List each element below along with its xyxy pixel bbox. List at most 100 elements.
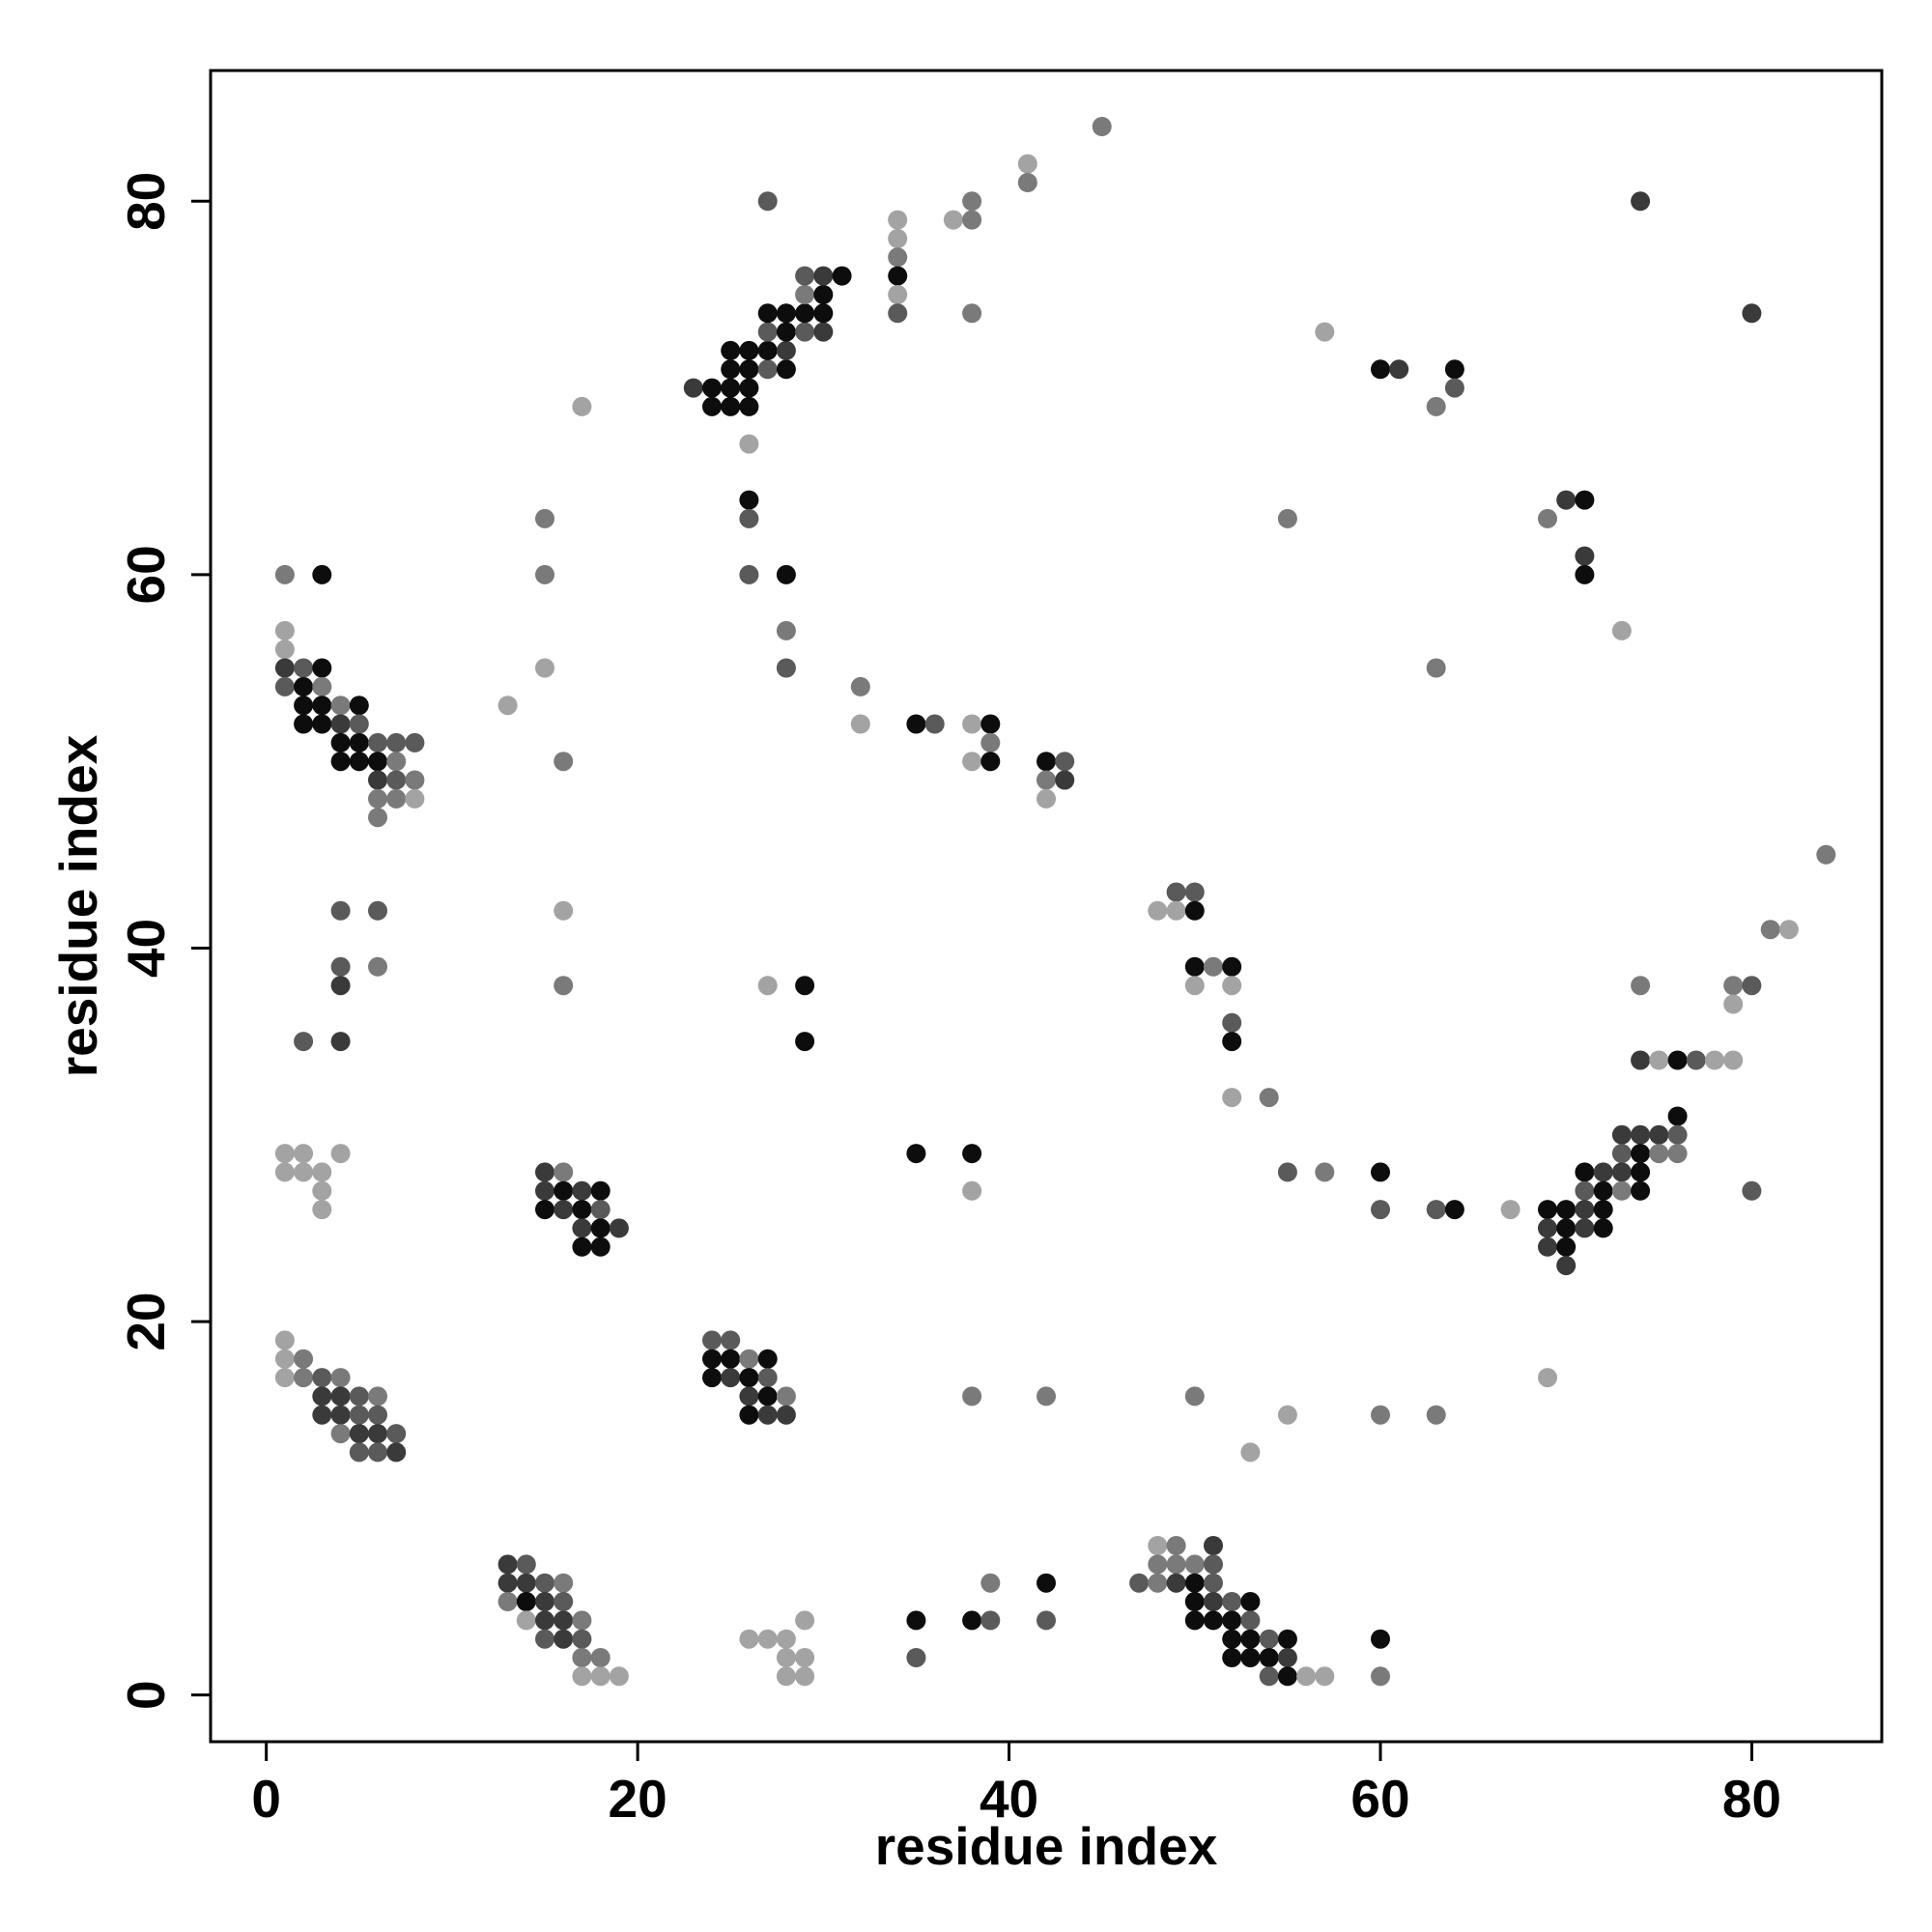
data-point [554, 1629, 574, 1649]
data-point [924, 714, 945, 734]
data-point [1204, 1573, 1223, 1593]
data-point [776, 1648, 796, 1667]
data-point [1222, 1648, 1242, 1667]
data-point [1444, 378, 1464, 398]
data-point [1277, 1162, 1297, 1182]
data-point [572, 1200, 592, 1220]
data-point [1166, 882, 1186, 902]
data-point [776, 1386, 796, 1406]
data-point [368, 900, 387, 921]
data-point [1222, 1629, 1242, 1649]
data-point [776, 564, 796, 584]
data-point [739, 1405, 759, 1425]
data-point [906, 1648, 926, 1667]
data-point [294, 676, 314, 696]
data-point [1686, 1050, 1706, 1070]
data-point [1742, 1180, 1762, 1201]
data-point [980, 1610, 1001, 1631]
data-point [535, 658, 554, 678]
data-point [1277, 1405, 1297, 1425]
data-point [888, 285, 908, 304]
data-point [776, 303, 796, 324]
data-point [572, 1218, 592, 1238]
data-point [1742, 303, 1762, 324]
data-point [516, 1592, 536, 1611]
data-point [274, 658, 295, 678]
data-point [739, 434, 759, 454]
data-point [368, 956, 387, 977]
data-point [1222, 1088, 1242, 1108]
data-point [1593, 1218, 1613, 1238]
data-point [795, 1032, 815, 1052]
data-point [330, 956, 351, 977]
data-point [349, 1424, 369, 1444]
data-point [1575, 490, 1595, 510]
data-point [888, 210, 908, 230]
data-point [405, 770, 425, 790]
data-point [274, 1144, 295, 1164]
data-point [368, 1405, 387, 1425]
data-point [1017, 154, 1037, 174]
data-point [906, 1610, 926, 1631]
data-point [1184, 882, 1205, 902]
data-point [1575, 1180, 1595, 1201]
data-point [962, 191, 982, 212]
data-point [721, 1368, 741, 1388]
data-point [1184, 1573, 1205, 1593]
data-point [795, 266, 815, 286]
data-point [1055, 752, 1075, 772]
data-point [554, 1592, 574, 1611]
data-point [609, 1218, 629, 1238]
data-point [1556, 1218, 1577, 1238]
data-point [1816, 844, 1836, 865]
data-point [368, 788, 387, 809]
data-point [721, 1330, 741, 1350]
data-point [405, 788, 425, 809]
data-point [1631, 1144, 1651, 1164]
data-point [888, 229, 908, 248]
data-point [943, 210, 963, 230]
data-point [1240, 1629, 1261, 1649]
data-point [1148, 1536, 1168, 1555]
data-point [294, 1368, 314, 1388]
data-point [1259, 1666, 1279, 1687]
data-point [572, 396, 592, 416]
y-tick-label: 80 [116, 172, 176, 231]
data-point [349, 696, 369, 716]
data-point [274, 676, 295, 696]
data-point [739, 378, 759, 398]
data-point [535, 1610, 554, 1631]
data-point [590, 1218, 611, 1238]
data-point [1611, 1144, 1632, 1164]
data-point [516, 1610, 536, 1631]
x-tick-label: 40 [980, 1769, 1038, 1829]
data-point [330, 1386, 351, 1406]
data-point [1315, 322, 1335, 342]
data-point [906, 714, 926, 734]
data-point [535, 1592, 554, 1611]
data-point [1575, 1218, 1595, 1238]
data-point [1538, 1236, 1557, 1257]
data-point [962, 1386, 982, 1406]
data-point [590, 1180, 611, 1201]
data-point [516, 1554, 536, 1575]
data-point [721, 396, 741, 416]
data-point [757, 1629, 778, 1649]
data-point [312, 676, 332, 696]
data-point [721, 1349, 741, 1369]
data-point [1017, 173, 1037, 192]
data-point [312, 1200, 332, 1220]
data-point [554, 900, 574, 921]
data-point [1259, 1629, 1279, 1649]
data-point [1778, 920, 1799, 940]
data-point [294, 1162, 314, 1182]
data-point [497, 1554, 518, 1575]
data-point [330, 976, 351, 996]
data-point [739, 396, 759, 416]
data-point [312, 1405, 332, 1425]
data-point [535, 1180, 554, 1201]
data-point [776, 658, 796, 678]
data-point [349, 752, 369, 772]
data-point [274, 1330, 295, 1350]
data-point [1184, 1592, 1205, 1611]
